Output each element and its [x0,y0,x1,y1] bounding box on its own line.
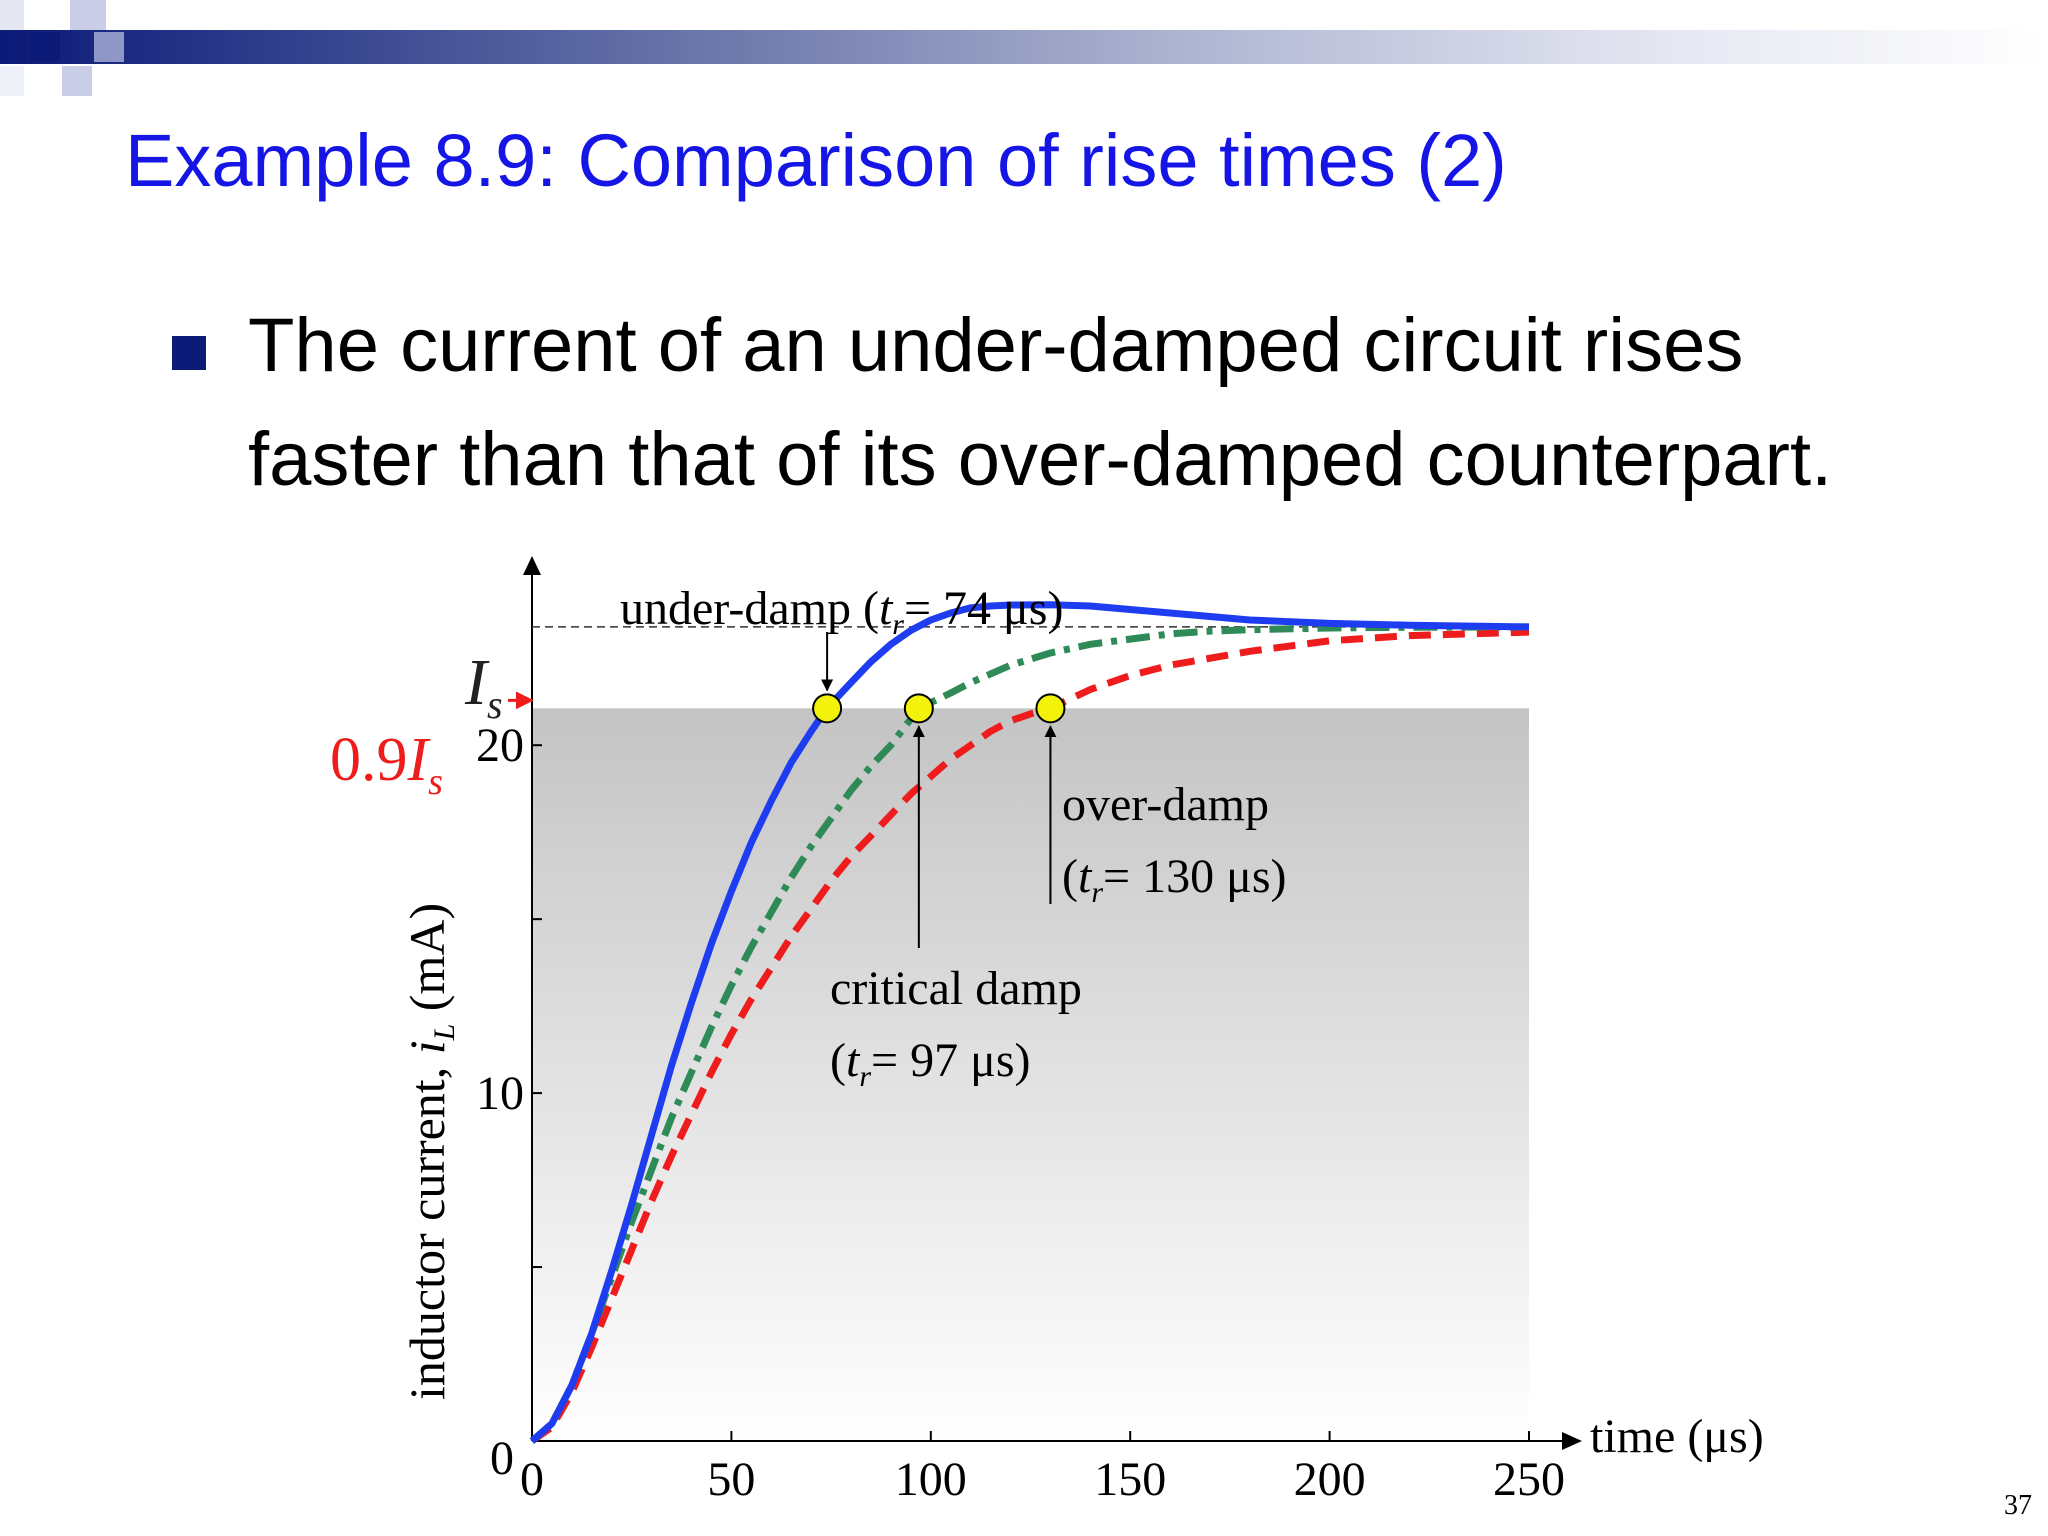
rise-time-marker-critical [903,693,934,724]
annotation-critical-damp-label: critical damp [830,962,1082,1015]
header-gradient-bar [0,30,2048,64]
sub-threshold-shaded-region [532,708,1529,1441]
x-tick-label: 150 [1094,1453,1166,1506]
x-tick-label: 100 [895,1453,967,1506]
header-square-mid [94,32,124,62]
bullet-square-icon [172,336,206,370]
rise-time-marker-over [1035,693,1066,724]
y-tick-label: 20 [476,719,524,772]
header-square-light-top [70,0,106,30]
origin-y-zero-label: 0 [490,1432,514,1485]
header-square-dark [30,32,60,62]
x-tick-label: 250 [1493,1453,1565,1506]
annotation-over-damp-rise-time: (tr= 130 μs) [1062,850,1287,909]
x-axis-label: time (μs) [1590,1410,1764,1463]
bullet-text-line-2: faster than that of its over-damped coun… [248,417,1833,502]
page-number: 37 [2004,1490,2032,1521]
rise-time-marker-under [812,693,843,724]
x-tick-label: 0 [520,1453,544,1506]
series-line-critical-damp [529,623,1530,1444]
annotation-critical-damp-rise-time: (tr= 97 μs) [830,1034,1031,1093]
y-axis-label: inductor current, iL (mA) [399,903,461,1400]
annotation-under-damp: under-damp (tr= 74 μs) [620,582,1063,641]
annotation-over-damp-label: over-damp [1062,778,1269,831]
header-square-light-left [0,0,24,30]
header-square-bottom-left [0,66,24,96]
bullet-text-line-1: The current of an under-damped circuit r… [248,303,1744,388]
y-axis-arrowhead [523,556,541,575]
threshold-0-9-is-label: 0.9Is [330,726,443,803]
x-tick-label: 50 [707,1453,755,1506]
is-label: Is [464,646,503,727]
series-line-under-damp [529,601,1530,1444]
series-line-over-damp [529,628,1530,1444]
x-axis-arrowhead [1562,1432,1582,1450]
header-square-bottom [62,66,92,96]
y-tick-label: 10 [476,1067,524,1120]
slide-title: Example 8.9: Comparison of rise times (2… [125,119,1507,202]
x-tick-label: 200 [1294,1453,1366,1506]
